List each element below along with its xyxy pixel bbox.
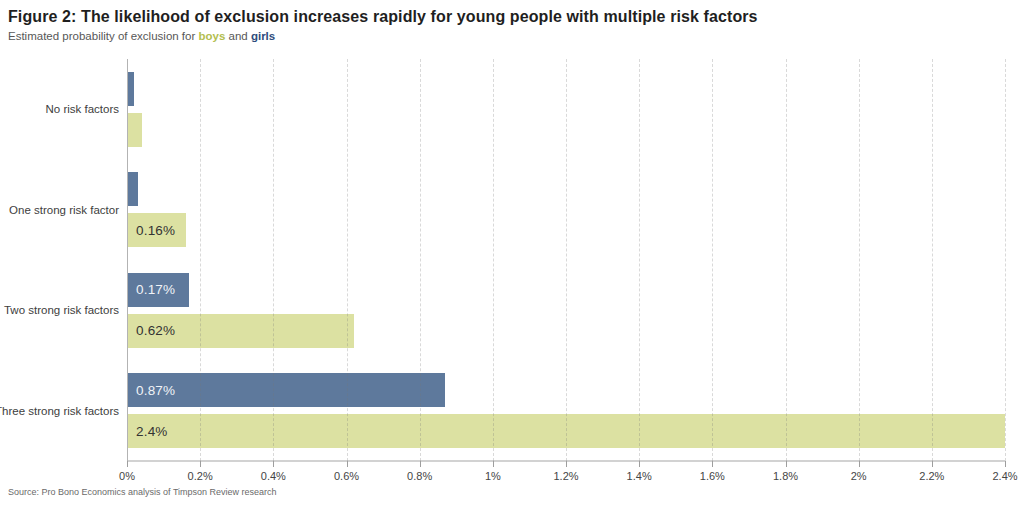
x-axis-tick-label: 0.4% (261, 470, 286, 482)
gridline (859, 59, 860, 461)
chart-subtitle: Estimated probability of exclusion for b… (8, 30, 275, 42)
gridline (639, 59, 640, 461)
bar-girls-1 (127, 172, 138, 206)
x-axis-tick (347, 461, 348, 467)
bar-value-label: 0.62% (136, 323, 175, 338)
bar-girls-0 (127, 72, 134, 106)
page-title: Figure 2: The likelihood of exclusion in… (8, 8, 758, 26)
figure-container: Figure 2: The likelihood of exclusion in… (0, 0, 1024, 505)
x-axis-tick (273, 461, 274, 467)
x-axis-tick (127, 461, 128, 467)
x-axis-tick (786, 461, 787, 467)
x-axis-tick (200, 461, 201, 467)
x-axis-tick-label: 1.4% (627, 470, 652, 482)
bar-boys-1: 0.16% (127, 213, 186, 247)
x-axis-tick (566, 461, 567, 467)
plot-area: No risk factorsOne strong risk factor0.1… (127, 59, 1005, 461)
subtitle-boys-label: boys (198, 30, 225, 42)
subtitle-prefix: Estimated probability of exclusion for (8, 30, 198, 42)
source-note: Source: Pro Bono Economics analysis of T… (8, 487, 277, 497)
category-label: Two strong risk factors (4, 304, 119, 316)
x-axis-tick-label: 1.6% (700, 470, 725, 482)
category-label: No risk factors (46, 103, 120, 115)
bar-girls-3: 0.87% (127, 373, 445, 407)
subtitle-and: and (225, 30, 251, 42)
bar-value-label: 0.16% (136, 223, 175, 238)
gridline (420, 59, 421, 461)
gridline (347, 59, 348, 461)
x-axis-tick-label: 0% (119, 470, 135, 482)
x-axis-tick (859, 461, 860, 467)
x-axis-tick-label: 0.8% (407, 470, 432, 482)
gridline (712, 59, 713, 461)
x-axis-tick-label: 2% (851, 470, 867, 482)
subtitle-girls-label: girls (251, 30, 275, 42)
category-label: One strong risk factor (9, 204, 119, 216)
gridline (273, 59, 274, 461)
x-axis-tick-label: 0.6% (334, 470, 359, 482)
bar-boys-2: 0.62% (127, 314, 354, 348)
gridline (786, 59, 787, 461)
bar-value-label: 0.87% (136, 383, 175, 398)
gridline (1005, 59, 1006, 461)
x-axis-tick-label: 1.2% (553, 470, 578, 482)
x-axis-tick-label: 1% (485, 470, 501, 482)
x-axis-tick (932, 461, 933, 467)
x-axis-tick (1005, 461, 1006, 467)
x-axis-tick-label: 1.8% (773, 470, 798, 482)
bar-girls-2: 0.17% (127, 273, 189, 307)
gridline (932, 59, 933, 461)
x-axis-tick (493, 461, 494, 467)
bar-boys-0 (127, 113, 142, 147)
x-axis-tick-label: 2.4% (992, 470, 1017, 482)
gridline (200, 59, 201, 461)
bar-value-label: 2.4% (136, 424, 168, 439)
x-axis-tick-label: 2.2% (919, 470, 944, 482)
gridline (566, 59, 567, 461)
category-label: Three strong risk factors (0, 405, 119, 417)
y-axis-line (127, 59, 128, 461)
gridline (493, 59, 494, 461)
bar-value-label: 0.17% (136, 282, 175, 297)
x-axis-tick (639, 461, 640, 467)
x-axis-tick (420, 461, 421, 467)
x-axis-tick (712, 461, 713, 467)
x-axis-tick-label: 0.2% (188, 470, 213, 482)
